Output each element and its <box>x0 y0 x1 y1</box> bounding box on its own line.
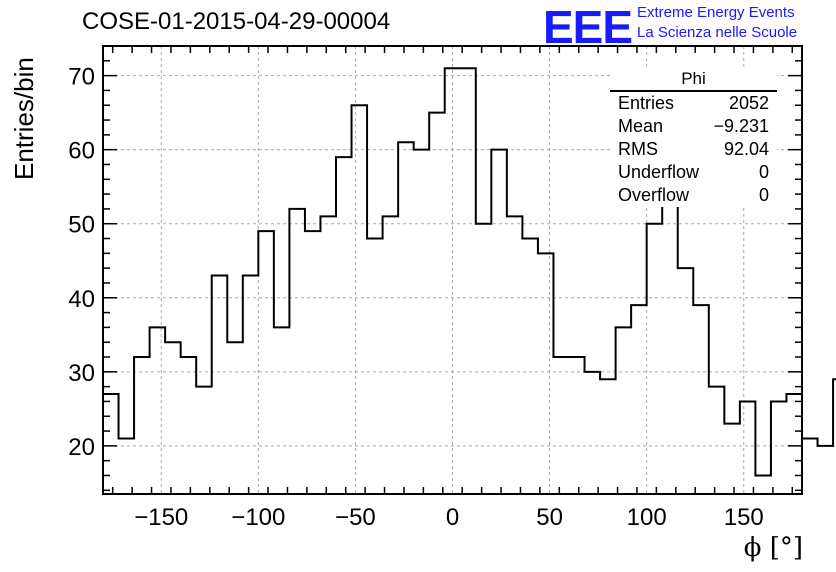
y-tick-label: 60 <box>68 138 95 165</box>
stats-value: 2052 <box>728 93 769 113</box>
logo-caption-line1: Extreme Energy Events <box>637 4 795 21</box>
stats-value: −9.231 <box>713 116 769 136</box>
x-tick-label: 50 <box>536 504 563 531</box>
x-tick-label: −50 <box>335 504 376 531</box>
x-axis-label: ϕ [°] <box>743 533 803 563</box>
x-tick-label: 0 <box>446 504 459 531</box>
stats-box: Phi Entries 2052 Mean −9.231 RMS 92.04 U… <box>610 68 777 207</box>
stats-row-mean: Mean −9.231 <box>610 115 777 138</box>
logo-caption-line2: La Scienza nelle Scuole <box>637 24 798 41</box>
y-tick-label: 50 <box>68 212 95 239</box>
stats-value: 0 <box>758 162 769 182</box>
plot-frame <box>102 45 803 495</box>
stats-label: Entries <box>618 93 675 113</box>
x-tick-label: −100 <box>231 504 285 531</box>
stats-label: Overflow <box>618 185 690 205</box>
x-tick-label: −150 <box>134 504 188 531</box>
stats-label: Underflow <box>618 162 700 182</box>
axis-ticks <box>103 45 802 494</box>
stats-row-overflow: Overflow 0 <box>610 184 777 207</box>
stats-row-underflow: Underflow 0 <box>610 161 777 184</box>
stats-value: 0 <box>758 185 769 205</box>
stats-title: Phi <box>610 68 777 92</box>
stats-row-entries: Entries 2052 <box>610 92 777 115</box>
y-tick-label: 20 <box>68 434 95 461</box>
x-tick-label: 100 <box>627 504 667 531</box>
y-tick-label: 70 <box>68 64 95 91</box>
stats-row-rms: RMS 92.04 <box>610 138 777 161</box>
logo-caption: Extreme Energy Events La Scienza nelle S… <box>637 3 797 43</box>
y-axis-label: Entries/bin <box>9 57 39 180</box>
x-tick-label: 150 <box>724 504 764 531</box>
histogram-line <box>103 67 836 477</box>
tick-labels: −150 −100 −50 0 50 100 150 20 30 40 50 60 70 <box>68 64 763 531</box>
eee-logo: EEE <box>543 1 633 53</box>
y-tick-label: 40 <box>68 286 95 313</box>
stats-label: RMS <box>618 139 658 159</box>
y-tick-label: 30 <box>68 360 95 387</box>
stats-value: 92.04 <box>723 139 769 159</box>
chart-title: COSE-01-2015-04-29-00004 <box>82 8 391 35</box>
stats-label: Mean <box>618 116 664 136</box>
